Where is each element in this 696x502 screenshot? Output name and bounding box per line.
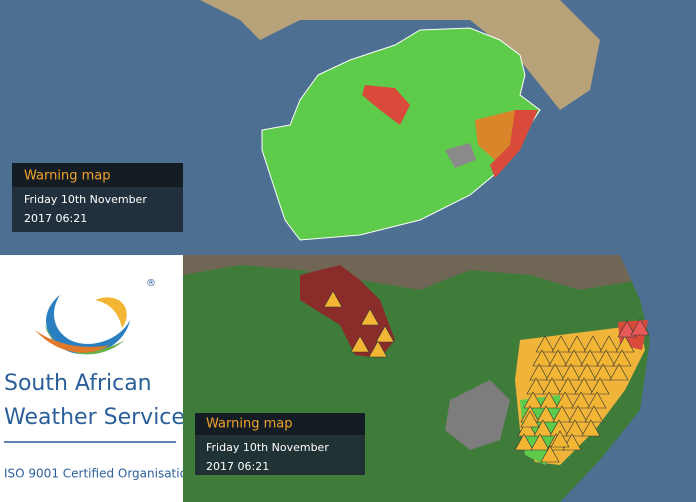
warning-icon [530, 433, 550, 451]
land [200, 0, 600, 110]
warning-icon [545, 363, 565, 381]
warning-icon [375, 325, 395, 343]
warning-icon [617, 320, 637, 338]
top-map: Warning map Friday 10th November 2017 06… [0, 0, 696, 255]
warning-icon [615, 335, 635, 353]
warning-icon [514, 433, 534, 451]
red-warning-area-zoom [300, 265, 395, 358]
warning-icon [550, 430, 570, 448]
ocean-right [560, 255, 696, 502]
warning-icon [580, 349, 600, 367]
logo-name-2: Weather Service [4, 405, 185, 430]
warning-icon [323, 290, 343, 308]
lesotho [445, 143, 476, 168]
warning-icon [539, 391, 559, 409]
warning-icon [577, 363, 597, 381]
warning-icon [584, 405, 604, 423]
info-header [195, 413, 365, 435]
warning-icon [565, 419, 585, 437]
warning-icon [360, 308, 380, 326]
swirl-yellow [95, 297, 127, 328]
warning-icon [567, 335, 587, 353]
warning-icon [350, 335, 370, 353]
land-grey [183, 255, 696, 300]
warning-icon [552, 405, 572, 423]
logo-name-1: South African [4, 371, 152, 396]
warning-icon [535, 335, 555, 353]
warning-icon [536, 405, 556, 423]
red-coast-area [490, 110, 538, 178]
warning-icon [583, 335, 603, 353]
warning-icon [581, 419, 601, 437]
warning-icon [548, 349, 568, 367]
info-header [12, 163, 183, 187]
warning-icon [596, 349, 616, 367]
warning-icon [630, 318, 650, 336]
logo-panel: ® South African Weather Service ISO 9001… [0, 255, 195, 502]
warning-icon [612, 349, 632, 367]
info-date: Friday 10th November [24, 193, 147, 206]
warning-icon [609, 363, 629, 381]
lesotho-zoom [445, 380, 510, 450]
bottom-map: Warning map Friday 10th November 2017 06… [183, 255, 696, 502]
info-title: Warning map [24, 169, 110, 184]
warning-icon [529, 363, 549, 381]
warning-icon [551, 335, 571, 353]
warning-icon [561, 363, 581, 381]
info-title: Warning map [206, 417, 292, 432]
warning-icon [571, 391, 591, 409]
info-time: 2017 06:21 [24, 212, 87, 225]
info-date: Friday 10th November [206, 441, 329, 454]
warning-icon [599, 335, 619, 353]
warning-icon [526, 377, 546, 395]
warning-icon [593, 363, 613, 381]
warning-icon [368, 340, 388, 358]
warning-icon [532, 349, 552, 367]
warning-icon [555, 391, 575, 409]
swirl-orange [35, 330, 110, 353]
warning-icon [517, 419, 537, 437]
warning-icons [323, 290, 650, 463]
warning-icon [542, 377, 562, 395]
warning-icon [558, 377, 578, 395]
warning-icon [590, 377, 610, 395]
swirl-blue [46, 295, 130, 355]
logo-background [0, 255, 183, 502]
warning-icon [568, 405, 588, 423]
warning-icon [564, 349, 584, 367]
info-time: 2017 06:21 [206, 460, 269, 473]
warning-icon [587, 391, 607, 409]
warning-icon [520, 410, 540, 428]
logo-tagline: ISO 9001 Certified Organisation [4, 467, 195, 481]
warning-icon [533, 419, 553, 437]
warning-icon [523, 391, 543, 409]
warning-icon [540, 445, 560, 463]
red-warning-area [362, 85, 410, 125]
registered-mark: ® [146, 278, 156, 289]
warning-icon [574, 377, 594, 395]
